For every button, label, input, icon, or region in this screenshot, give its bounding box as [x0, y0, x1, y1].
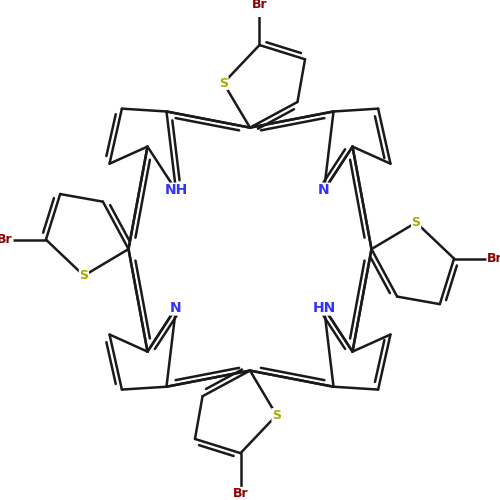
- Text: N: N: [318, 184, 330, 198]
- Text: Br: Br: [0, 233, 13, 246]
- Text: S: S: [219, 76, 228, 90]
- Text: Br: Br: [232, 488, 248, 500]
- Text: Br: Br: [252, 0, 268, 10]
- Text: NH: NH: [164, 184, 188, 198]
- Text: S: S: [80, 269, 88, 282]
- Text: S: S: [272, 408, 281, 422]
- Text: N: N: [170, 301, 182, 315]
- Text: Br: Br: [487, 252, 500, 265]
- Text: HN: HN: [312, 301, 336, 315]
- Text: S: S: [412, 216, 420, 229]
